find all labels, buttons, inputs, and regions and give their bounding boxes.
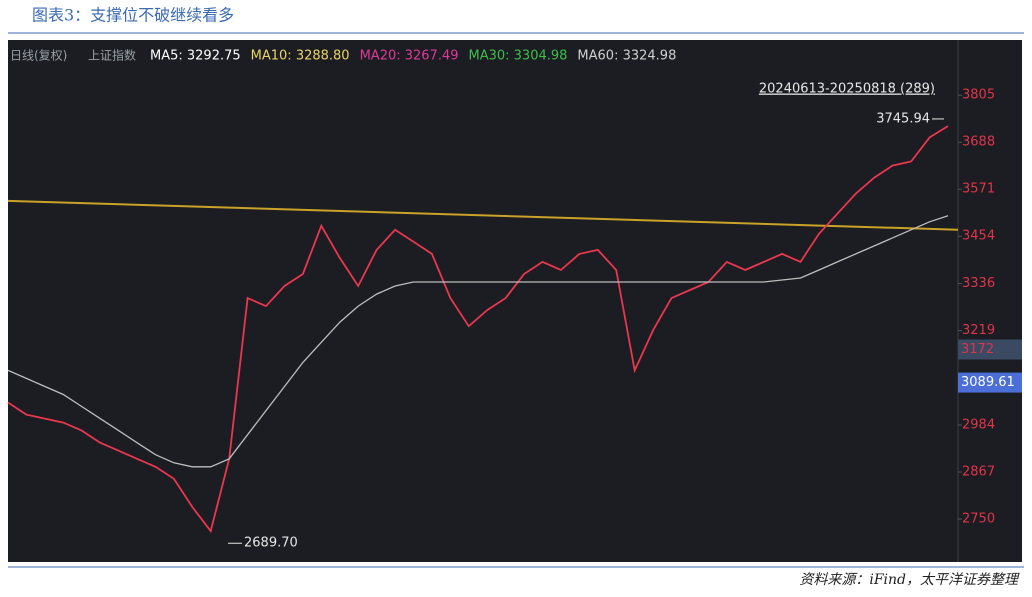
low-annotation: 2689.70 (244, 536, 298, 551)
price-line (7, 125, 949, 534)
legend-entry: MA60: 3324.98 (577, 49, 676, 64)
figure-title: 图表3：支撑位不破继续看多 (32, 6, 234, 25)
y-tick-label: 3219 (962, 323, 995, 338)
index-name: 上证指数 (88, 48, 136, 63)
chart-panel (8, 40, 1022, 562)
y-tick-label: 3805 (962, 88, 995, 103)
legend-entry: MA5: 3292.75 (150, 49, 241, 64)
y-tick-label: 3571 (962, 182, 995, 197)
price-marker-box (958, 372, 1022, 393)
source: 资料来源：iFind，太平洋证券整理 (799, 572, 1020, 588)
price-marker-label: 3172 (961, 342, 994, 357)
trendline (7, 199, 959, 231)
high-annotation: 3745.94 (876, 111, 930, 126)
legend-entry: MA30: 3304.98 (469, 49, 568, 64)
date-range: 20240613-20250818 (289) (759, 82, 935, 97)
y-tick-label: 2867 (962, 465, 995, 480)
y-tick-label: 2750 (962, 512, 995, 527)
y-tick-label: 3688 (962, 135, 995, 150)
legend-entry: MA20: 3267.49 (360, 49, 459, 64)
legend-entry: MA10: 3288.80 (251, 49, 350, 64)
price-marker-label: 3089.61 (961, 375, 1015, 390)
period-label: 日线(复权) (10, 49, 67, 63)
price-line (7, 215, 949, 468)
y-tick-label: 2984 (962, 418, 995, 433)
price-marker-box (958, 339, 1022, 360)
y-tick-label: 3336 (962, 276, 995, 291)
y-tick-label: 3454 (962, 229, 995, 244)
